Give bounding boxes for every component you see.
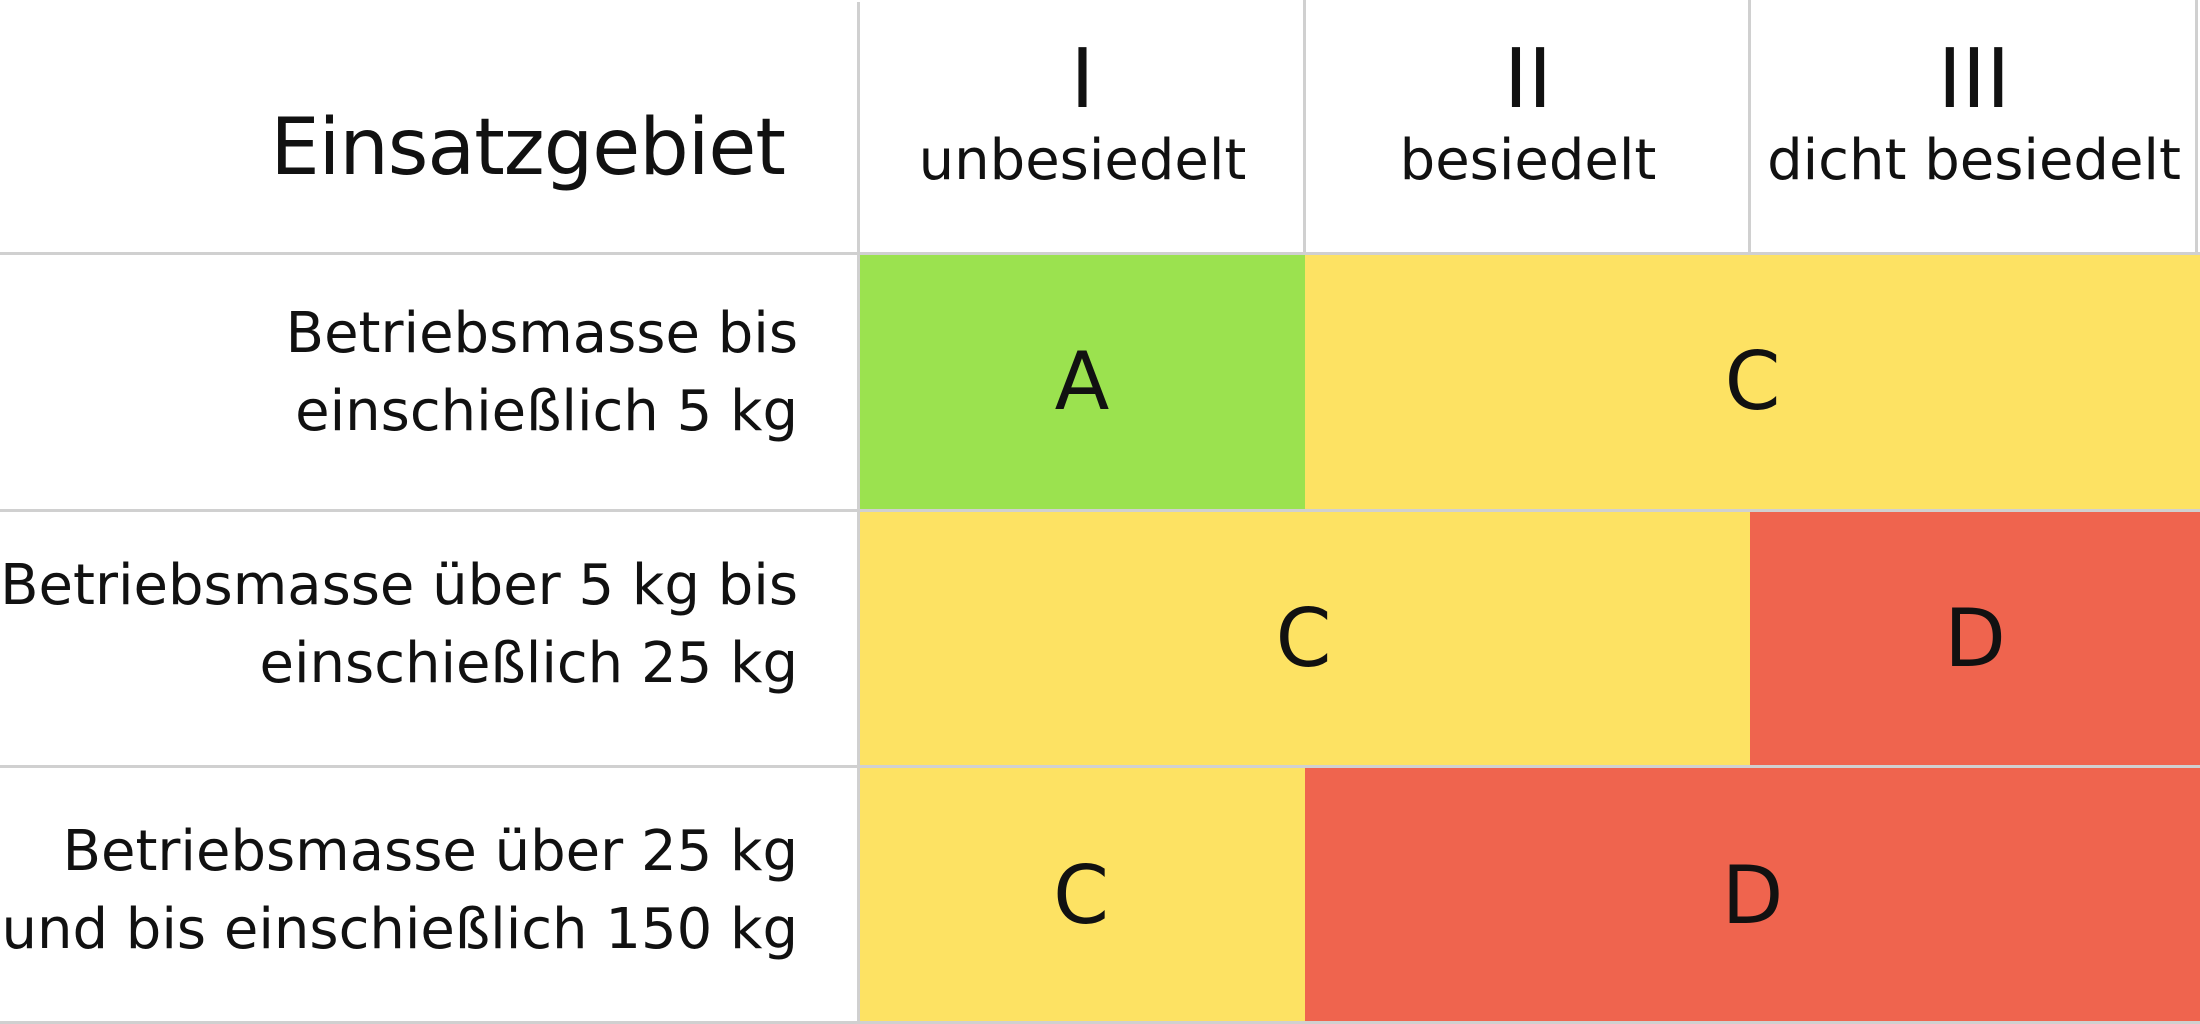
row-divider bbox=[0, 252, 2200, 255]
column-roman: III bbox=[1937, 32, 2011, 127]
row-label-3: Betriebsmasse über 25 kg und bis einschi… bbox=[0, 813, 798, 969]
column-divider bbox=[1303, 0, 1306, 254]
cell-row2-C: C bbox=[857, 511, 1750, 765]
corner-title: Einsatzgebiet bbox=[270, 103, 786, 193]
column-label: unbesiedelt bbox=[918, 128, 1247, 193]
cell-row2-D: D bbox=[1750, 511, 2200, 765]
column-divider bbox=[2195, 0, 2198, 254]
row-label-line: Betriebsmasse über 25 kg bbox=[62, 819, 798, 884]
row-divider bbox=[0, 509, 2200, 512]
row-divider bbox=[0, 765, 2200, 768]
cell-row3-D: D bbox=[1305, 767, 2200, 1024]
row-label-line: einschießlich 25 kg bbox=[259, 631, 798, 696]
column-roman: I bbox=[1070, 32, 1095, 127]
column-divider bbox=[857, 2, 860, 1024]
column-label: dicht besiedelt bbox=[1767, 128, 2181, 193]
cell-row1-C: C bbox=[1305, 254, 2200, 509]
column-divider bbox=[1748, 0, 1751, 254]
row-label-line: einschießlich 5 kg bbox=[295, 379, 798, 444]
column-header-2: II besiedelt bbox=[1306, 30, 1750, 230]
row-label-line: und bis einschießlich 150 kg bbox=[1, 897, 798, 962]
row-label-line: Betriebsmasse über 5 kg bis bbox=[0, 553, 798, 618]
row-label-2: Betriebsmasse über 5 kg bis einschießlic… bbox=[0, 547, 798, 703]
cell-row1-A: A bbox=[859, 254, 1305, 509]
row-label-1: Betriebsmasse bis einschießlich 5 kg bbox=[0, 295, 798, 451]
cell-row3-C: C bbox=[857, 767, 1305, 1024]
column-header-1: I unbesiedelt bbox=[860, 30, 1305, 230]
row-label-line: Betriebsmasse bis bbox=[285, 301, 798, 366]
column-header-3: III dicht besiedelt bbox=[1751, 30, 2197, 230]
column-roman: II bbox=[1503, 32, 1553, 127]
column-label: besiedelt bbox=[1399, 128, 1657, 193]
row-divider bbox=[0, 1021, 2200, 1024]
